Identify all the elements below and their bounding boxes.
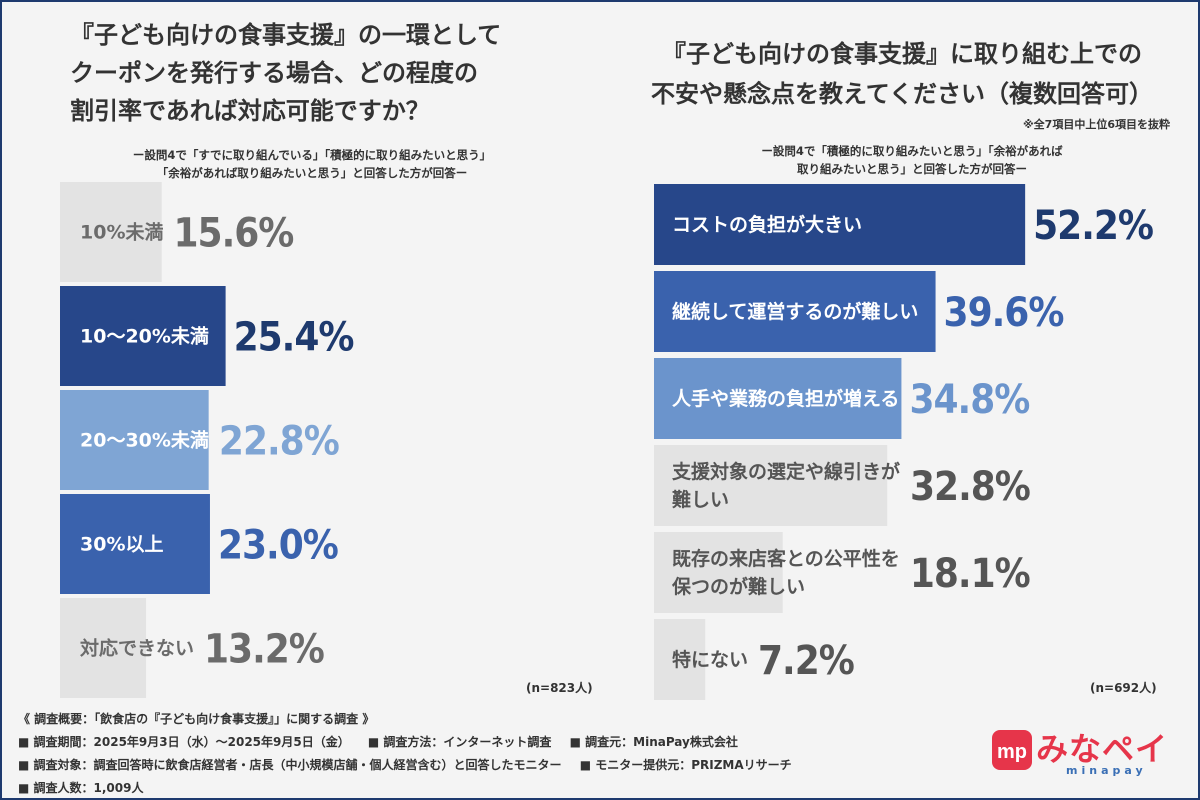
right-value-label-5: 18.1%	[910, 551, 1030, 597]
right-respondent-note: ー設問4で「積極的に取り組みたいと思う」「余裕があれば 取り組みたいと思う」と回…	[692, 142, 1132, 178]
survey-row-2: ■ 調査対象：調査回答時に飲食店経営者・店長（中小規模店舗・個人経営含む）と回答…	[18, 754, 978, 777]
right-category-label-4: 支援対象の選定や線引きが	[671, 460, 900, 483]
right-title-line-1: 『子ども向けの食事支援』に取り組む上での	[662, 40, 1142, 68]
left-bar-4	[60, 494, 210, 594]
charts-canvas: 10%未満 15.6% 10〜20%未満 25.4% 20〜30%未満 22.8% 30%以…	[60, 182, 1154, 700]
left-title-line-3: 割引率であれば対応可能ですか？	[70, 97, 430, 125]
left-value-label-2: 25.4%	[234, 314, 354, 360]
right-category-label-2: 継続して運営するのが難しい	[672, 300, 918, 323]
left-chart-title: 『子ども向けの食事支援』の一環として クーポンを発行する場合、どの程度の 割引率…	[70, 16, 590, 130]
survey-provider: ■ モニター提供元：PRIZMAリサーチ	[579, 758, 792, 772]
right-value-label-1: 52.2%	[1033, 203, 1153, 249]
left-title-line-1: 『子ども向けの食事支援』の一環として	[70, 21, 502, 49]
right-value-label-4: 32.8%	[910, 464, 1030, 510]
left-note-line-1: ー設問4で「すでに取り組んでいる」「積極的に取り組みたいと思う」	[132, 148, 492, 162]
right-value-label-6: 7.2%	[758, 638, 854, 684]
right-category-label-3: 人手や業務の負担が増える	[672, 387, 899, 410]
left-value-label-1: 15.6%	[173, 210, 293, 256]
left-value-label-3: 22.8%	[219, 418, 339, 464]
right-category-label-6: 特にない	[672, 649, 748, 671]
survey-summary: 《 調査概要：「飲食店の『子ども向け食事支援』」に関する調査 》 ■ 調査期間：…	[18, 708, 978, 800]
left-category-label-2: 10〜20%未満	[80, 325, 209, 348]
logo-subtext: minapay	[1066, 764, 1147, 777]
left-bar-1	[60, 182, 162, 282]
left-title-line-2: クーポンを発行する場合、どの程度の	[70, 59, 478, 87]
right-bar-1	[654, 184, 1026, 265]
left-category-label-5: 対応できない	[79, 637, 194, 660]
left-category-label-3: 20〜30%未満	[80, 429, 209, 452]
left-bar-5	[60, 598, 147, 698]
right-value-label-3: 34.8%	[909, 377, 1029, 423]
left-respondent-note: ー設問4で「すでに取り組んでいる」「積極的に取り組みたいと思う」 「余裕があれば…	[42, 146, 582, 182]
right-category-label-5: 保つのが難しい	[671, 575, 805, 598]
right-note-line-2: 取り組みたいと思う」と回答した方が回答ー	[797, 162, 1027, 176]
right-category-label-5: 既存の来店客との公平性を	[672, 547, 900, 570]
right-bar-2	[654, 271, 936, 352]
left-note-line-2: 「余裕があれば取り組みたいと思う」と回答した方が回答ー	[156, 166, 468, 180]
right-bar-5	[654, 532, 783, 613]
right-sample-size: (n=692人)	[1090, 681, 1157, 695]
left-sample-size: (n=823人)	[526, 681, 593, 695]
survey-period: ■ 調査期間：2025年9月3日（水）〜2025年9月5日（金）	[18, 735, 350, 749]
right-chart-title: 『子ども向けの食事支援』に取り組む上での 不安や懸念点を教えてください（複数回答…	[622, 34, 1182, 114]
left-category-label-4: 30%以上	[80, 534, 163, 556]
logo-text: みなペイ	[1036, 730, 1169, 768]
survey-count: ■ 調査人数：1,009人	[18, 781, 144, 795]
left-value-label-5: 13.2%	[204, 626, 324, 672]
survey-method: ■ 調査方法：インターネット調査	[367, 735, 552, 749]
right-bar-4	[654, 445, 888, 526]
logo-icon-letter: mp	[997, 741, 1027, 763]
survey-target: ■ 調査対象：調査回答時に飲食店経営者・店長（中小規模店舗・個人経営含む）と回答…	[18, 758, 562, 772]
left-bar-3	[60, 390, 209, 490]
minapay-logo: mp みなペイ minapay	[992, 724, 1192, 784]
right-note-line-1: ー設問4で「積極的に取り組みたいと思う」「余裕があれば	[761, 144, 1063, 158]
right-bar-3	[654, 358, 902, 439]
survey-row-1: ■ 調査期間：2025年9月3日（水）〜2025年9月5日（金） ■ 調査方法：…	[18, 731, 978, 754]
survey-heading: 《 調査概要：「飲食店の『子ども向け食事支援』」に関する調査 》	[18, 712, 375, 726]
left-bar-2	[60, 286, 226, 386]
right-bar-6	[654, 619, 706, 700]
right-category-label-1: コストの負担が大きい	[672, 213, 862, 236]
left-value-label-4: 23.0%	[218, 522, 338, 568]
survey-source: ■ 調査元：MinaPay株式会社	[569, 735, 738, 749]
left-category-label-1: 10%未満	[80, 221, 163, 244]
right-value-label-2: 39.6%	[944, 290, 1064, 336]
minapay-logo-icon: mp	[992, 730, 1032, 770]
excerpt-note: ※全7項目中上位6項目を抜粋	[1022, 118, 1170, 131]
right-category-label-4: 難しい	[672, 488, 729, 511]
right-title-line-2: 不安や懸念点を教えてください（複数回答可）	[650, 80, 1154, 108]
